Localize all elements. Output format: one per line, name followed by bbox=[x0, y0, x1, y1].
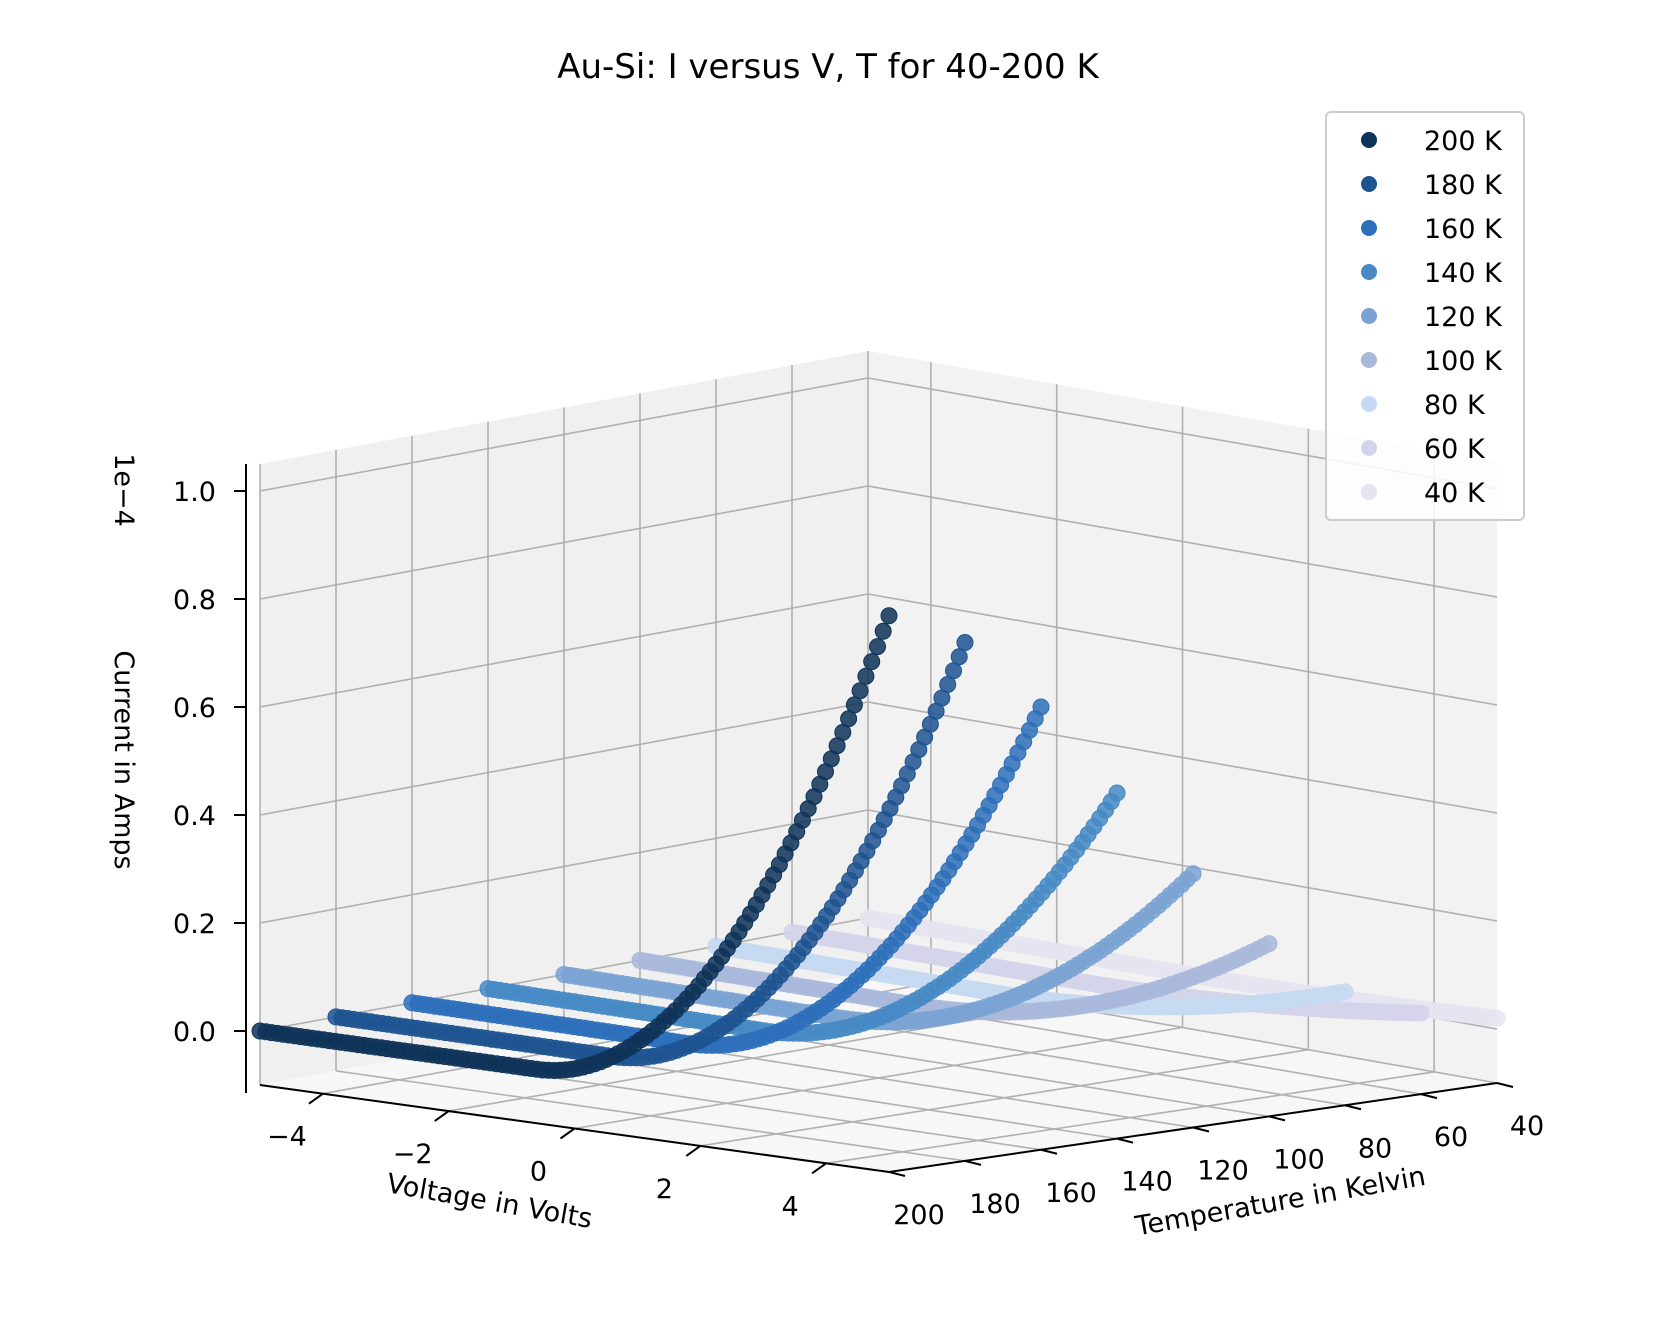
legend-label: 60 K bbox=[1424, 434, 1486, 465]
y-tick-label: 100 bbox=[1273, 1144, 1325, 1175]
y-tick bbox=[1420, 1093, 1438, 1100]
data-point bbox=[1108, 784, 1126, 802]
legend-label: 140 K bbox=[1424, 258, 1503, 289]
x-tick-label: 2 bbox=[656, 1174, 673, 1205]
data-point bbox=[851, 682, 869, 700]
tick-marks bbox=[234, 490, 1514, 1177]
legend-marker bbox=[1361, 220, 1377, 236]
legend-box bbox=[1325, 111, 1525, 521]
grid-line-z-side bbox=[259, 377, 869, 492]
grid-line-z-side bbox=[259, 593, 869, 708]
z-tick-label: 0.2 bbox=[173, 909, 216, 940]
y-tick bbox=[1116, 1137, 1134, 1144]
y-tick bbox=[1192, 1126, 1210, 1133]
series-140k bbox=[479, 784, 1126, 1042]
x-tick bbox=[308, 1092, 324, 1105]
data-point bbox=[1488, 1009, 1506, 1027]
y-tick bbox=[964, 1159, 982, 1166]
legend-label: 80 K bbox=[1424, 390, 1486, 421]
data-point bbox=[869, 638, 886, 656]
data-point bbox=[1260, 935, 1278, 953]
x-tick-label: 0 bbox=[530, 1157, 547, 1188]
data-point bbox=[1412, 1004, 1430, 1022]
z-tick-label: 0.6 bbox=[173, 693, 216, 724]
data-points bbox=[251, 607, 1506, 1079]
y-tick-label: 140 bbox=[1121, 1167, 1173, 1198]
grid-line-z-back bbox=[867, 485, 1498, 598]
legend-marker bbox=[1361, 440, 1377, 456]
legend-label: 200 K bbox=[1424, 126, 1503, 157]
legend: 200 K 180 K 160 K 140 K 120 K 100 K 80 K 60 K 40… bbox=[1325, 111, 1525, 521]
data-point bbox=[863, 653, 881, 671]
grid-line-z-back bbox=[867, 593, 1498, 706]
legend-marker bbox=[1361, 264, 1377, 280]
legend-marker bbox=[1361, 396, 1377, 412]
y-tick bbox=[1496, 1082, 1514, 1088]
legend-marker bbox=[1361, 176, 1377, 192]
data-point bbox=[1032, 698, 1050, 716]
y-tick-label: 60 bbox=[1434, 1122, 1468, 1153]
floor-pane bbox=[260, 972, 1497, 1172]
data-point bbox=[950, 648, 968, 666]
y-tick-label: 120 bbox=[1197, 1156, 1249, 1187]
x-tick-label: 4 bbox=[782, 1191, 799, 1222]
legend-marker bbox=[1361, 484, 1377, 500]
chart-title: Au-Si: I versus V, T for 40-200 K bbox=[557, 47, 1100, 87]
series-180k bbox=[327, 634, 974, 1067]
grid-line-z-back bbox=[867, 701, 1498, 814]
x-tick-label: −2 bbox=[393, 1139, 433, 1170]
legend-label: 180 K bbox=[1424, 170, 1503, 201]
legend-items: 200 K 180 K 160 K 140 K 120 K 100 K 80 K 60 K 40… bbox=[1361, 126, 1503, 509]
z-axis-label: Current in Amps bbox=[108, 650, 139, 869]
series-200k bbox=[251, 607, 898, 1079]
y-tick-label: 200 bbox=[893, 1200, 945, 1231]
z-axis-offset-text: 1e−4 bbox=[108, 453, 139, 527]
z-tick-label: 0.8 bbox=[173, 585, 216, 616]
data-point bbox=[945, 662, 962, 680]
y-tick-label: 180 bbox=[969, 1189, 1021, 1220]
y-tick bbox=[1040, 1148, 1058, 1155]
legend-marker bbox=[1361, 308, 1377, 324]
z-tick-label: 0.4 bbox=[173, 801, 216, 832]
y-tick bbox=[1268, 1115, 1286, 1122]
y-tick-label: 80 bbox=[1358, 1133, 1392, 1164]
legend-marker bbox=[1361, 132, 1377, 148]
y-tick bbox=[1344, 1104, 1362, 1111]
y-tick-label: 160 bbox=[1045, 1178, 1097, 1209]
grid-line-z-side bbox=[259, 809, 869, 924]
tick-labels: −4 −2 0 2 4 200 180 160 140 120 100 80 60 40 0.0 0.2 0.4… bbox=[173, 477, 1544, 1231]
x-axis-label: Voltage in Volts bbox=[384, 1168, 594, 1235]
legend-label: 100 K bbox=[1424, 346, 1503, 377]
y-tick bbox=[888, 1171, 906, 1177]
grid-line-y-floor bbox=[335, 1070, 966, 1162]
data-point bbox=[1336, 983, 1354, 1001]
grid-line-z-side bbox=[259, 485, 869, 600]
data-point bbox=[845, 696, 863, 714]
legend-label: 120 K bbox=[1424, 302, 1503, 333]
data-point bbox=[874, 622, 892, 640]
x-tick bbox=[434, 1110, 450, 1122]
legend-label: 160 K bbox=[1424, 214, 1503, 245]
x-tick bbox=[685, 1145, 701, 1157]
data-point bbox=[880, 607, 898, 625]
grid-line-z-side bbox=[259, 701, 869, 816]
legend-marker bbox=[1361, 352, 1377, 368]
data-point bbox=[1184, 865, 1202, 883]
x-tick bbox=[811, 1162, 827, 1175]
legend-label: 40 K bbox=[1424, 478, 1486, 509]
x-tick bbox=[559, 1127, 576, 1140]
x-tick-label: −4 bbox=[267, 1122, 307, 1153]
data-point bbox=[857, 667, 875, 685]
data-point bbox=[956, 634, 974, 651]
y-tick-label: 40 bbox=[1510, 1111, 1544, 1142]
z-tick-label: 0.0 bbox=[173, 1017, 216, 1048]
z-tick-label: 1.0 bbox=[173, 477, 216, 508]
